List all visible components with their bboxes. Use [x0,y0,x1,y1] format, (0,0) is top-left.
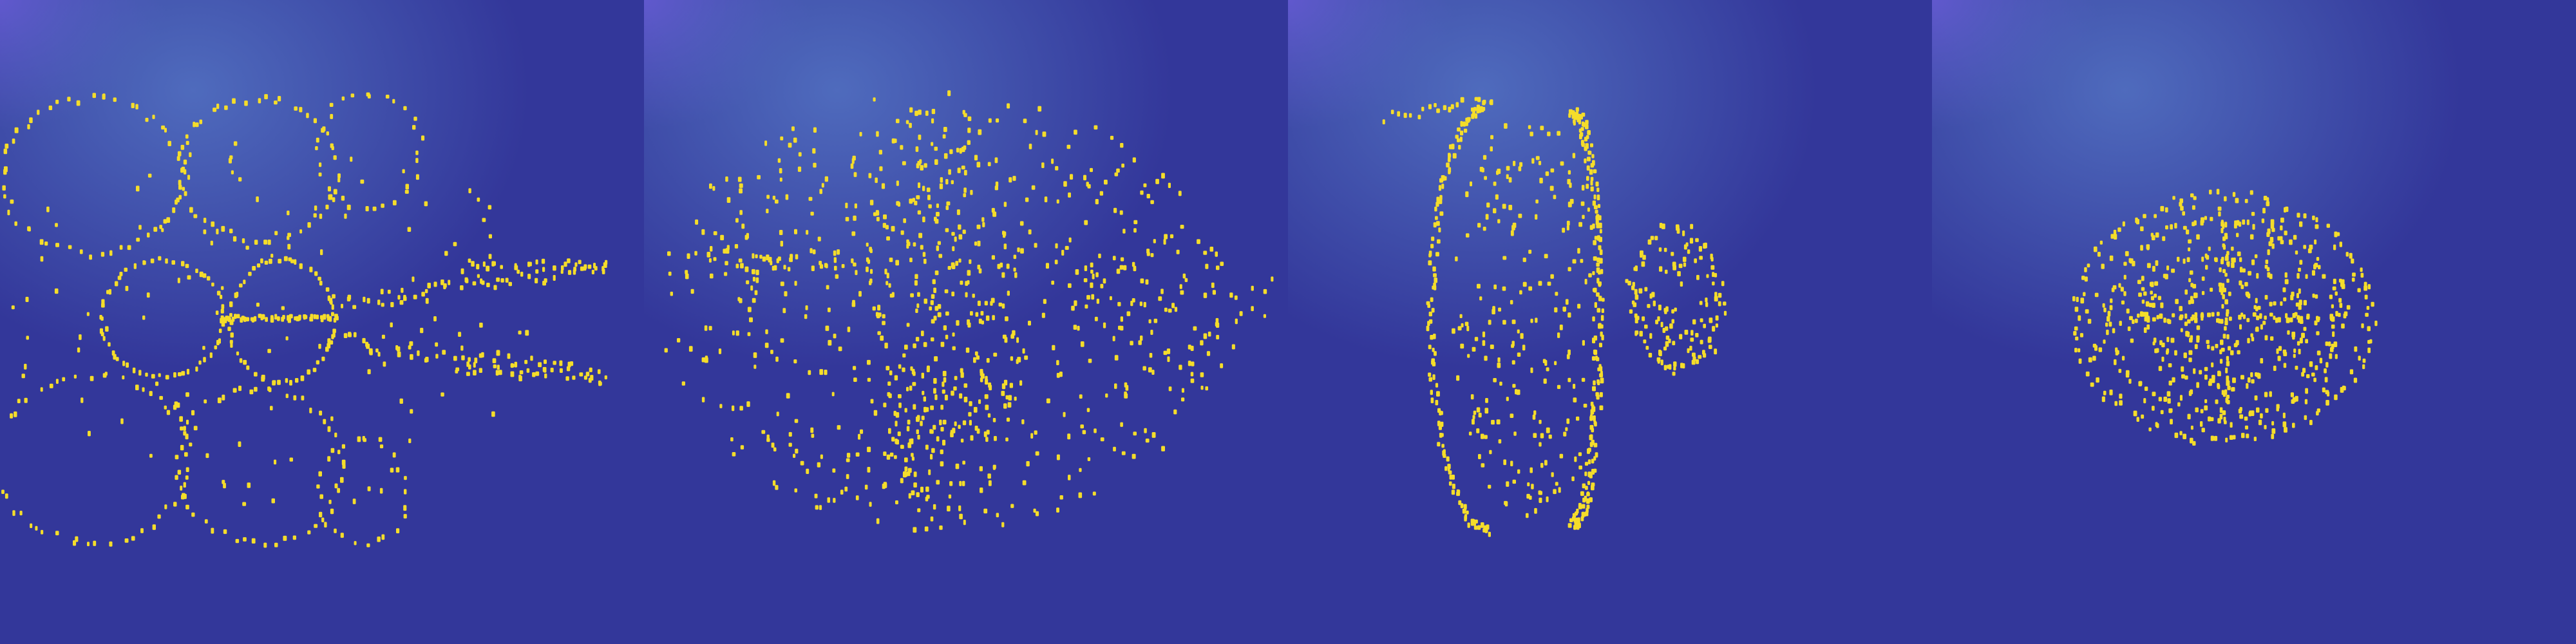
panel-2-point-cloud [664,90,1274,533]
panel-1 [0,0,644,644]
panel-4-point-cloud [2072,189,2378,446]
panel-1-point-cloud [1,92,608,548]
panel-3-background [1288,0,1932,644]
panel-2 [644,0,1288,644]
panel-3-point-cloud [1382,97,1727,537]
panel-4 [1932,0,2576,644]
panel-4-background [1932,0,2576,644]
panel-3 [1288,0,1932,644]
